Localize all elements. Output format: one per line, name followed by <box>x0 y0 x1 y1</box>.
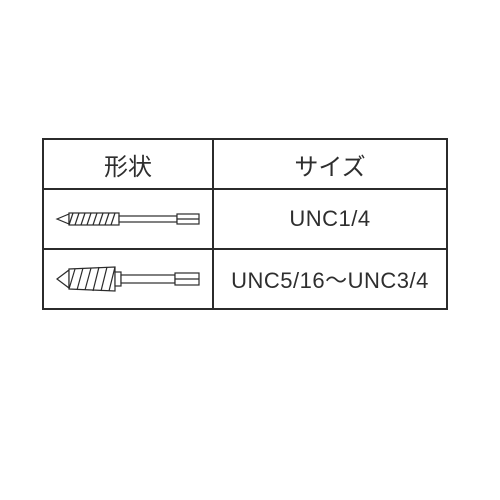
tap-small-icon <box>55 208 201 230</box>
col-header-size: サイズ <box>213 139 447 189</box>
page-canvas: 形状 サイズ <box>0 0 500 500</box>
cell-shape-1 <box>43 249 213 309</box>
spec-table: 形状 サイズ <box>42 138 448 310</box>
cell-size-1: UNC5/16〜UNC3/4 <box>213 249 447 309</box>
cell-shape-0 <box>43 189 213 249</box>
size-text-0: UNC1/4 <box>289 206 370 231</box>
size-text-1: UNC5/16〜UNC3/4 <box>231 268 429 293</box>
table-header-row: 形状 サイズ <box>43 139 447 189</box>
table-row: UNC1/4 <box>43 189 447 249</box>
col-header-shape: 形状 <box>43 139 213 189</box>
cell-size-0: UNC1/4 <box>213 189 447 249</box>
table-row: UNC5/16〜UNC3/4 <box>43 249 447 309</box>
tap-large-icon <box>55 264 201 294</box>
